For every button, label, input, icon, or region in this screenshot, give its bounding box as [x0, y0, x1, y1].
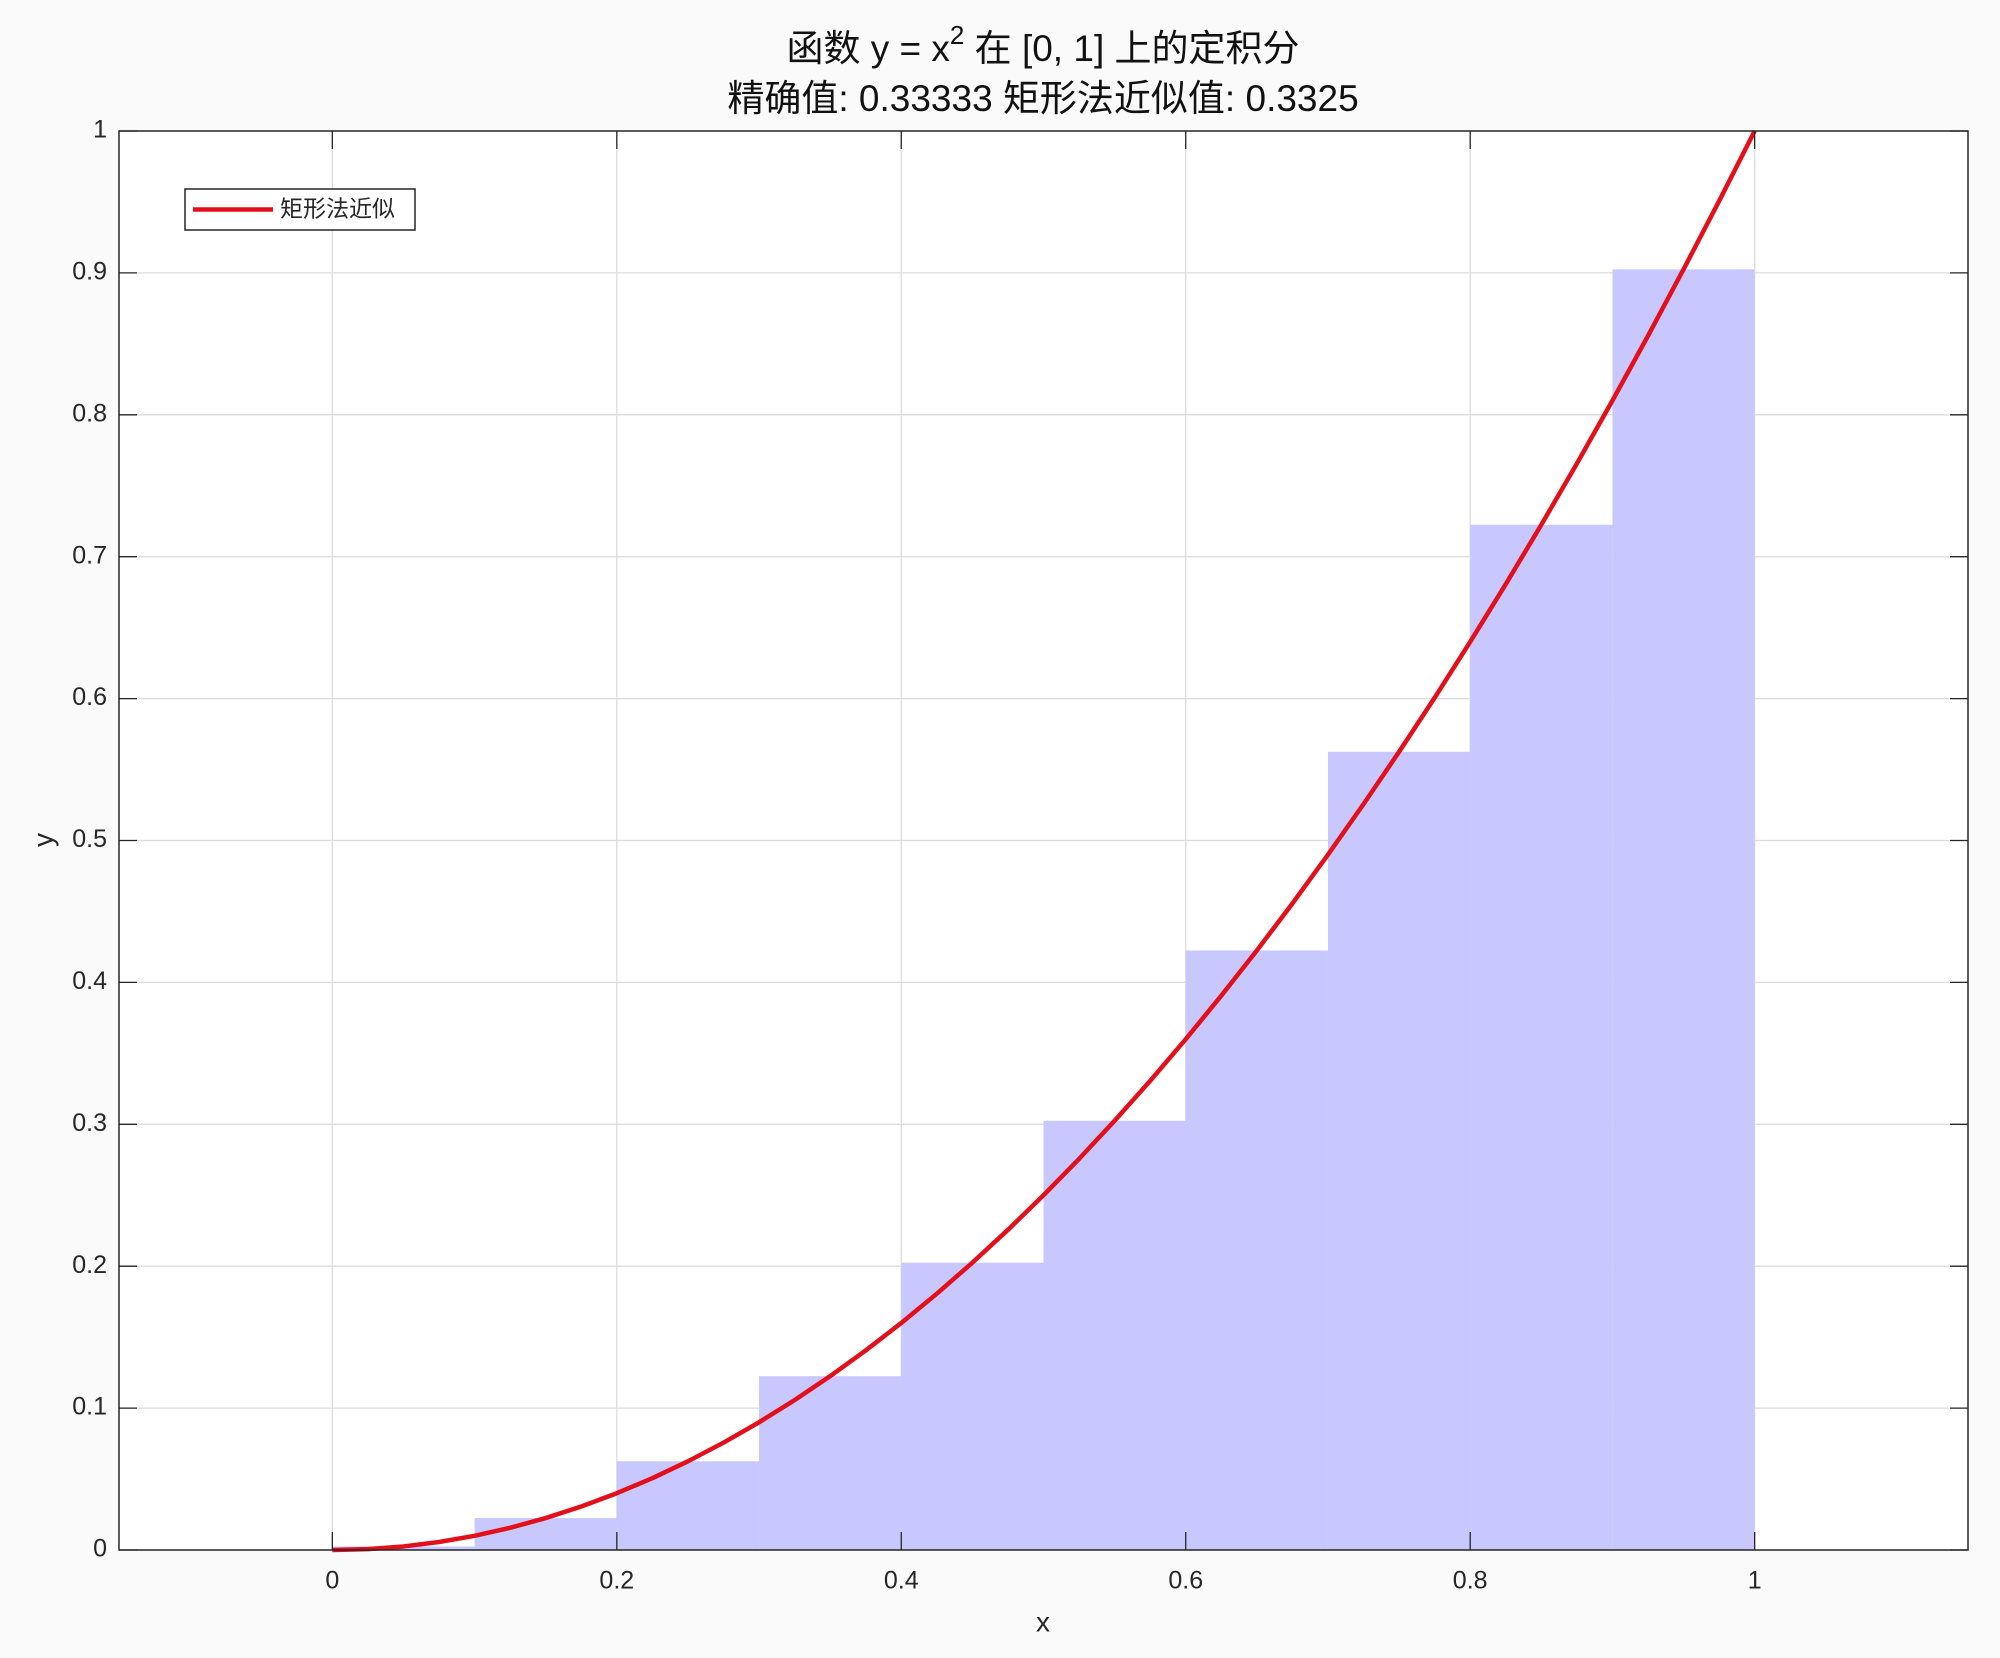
y-tick-label: 0.8	[72, 399, 107, 427]
title-superscript: 2	[950, 20, 964, 50]
y-tick-label: 0.1	[72, 1393, 107, 1421]
y-axis-label: y	[27, 833, 58, 847]
x-axis-label: x	[1036, 1606, 1050, 1637]
y-tick-label: 0.4	[72, 967, 107, 995]
rectangle-bar	[1612, 269, 1755, 1550]
rectangle-bar	[1043, 1120, 1186, 1550]
x-tick-label: 0.8	[1453, 1567, 1488, 1595]
rectangle-bar	[1470, 524, 1613, 1551]
x-tick-label: 0.2	[599, 1567, 634, 1595]
rectangle-bar	[759, 1376, 902, 1550]
y-tick-label: 0	[93, 1535, 107, 1563]
title-part: 在 [0, 1] 上的定积分	[964, 28, 1299, 69]
title-part: 函数 y = x	[786, 28, 950, 69]
rectangle-bar	[1327, 751, 1471, 1550]
y-tick-label: 0.3	[72, 1109, 107, 1137]
lines	[332, 129, 1757, 1553]
chart-subtitle: 精确值: 0.33333 矩形法近似值: 0.3325	[727, 78, 1358, 119]
bars	[332, 269, 1755, 1551]
rectangle-bar	[474, 1518, 617, 1550]
y-tick-label: 0.9	[72, 258, 107, 286]
y-tick-label: 1	[93, 116, 107, 144]
curve-line	[332, 129, 1757, 1553]
rectangle-bar	[901, 1262, 1044, 1550]
y-tick-label: 0.2	[72, 1251, 107, 1279]
rectangle-bar	[616, 1461, 760, 1550]
chart-title: 函数 y = x2 在 [0, 1] 上的定积分	[786, 20, 1299, 69]
legend: 矩形法近似	[184, 188, 416, 231]
y-tick-label: 0.5	[72, 825, 107, 853]
ticks: 0 0.2 0.4 0.6 0.8 1 0 0.1 0.2 0.3 0.4 0.5 0.6 0.7 0.8 0…	[72, 116, 1968, 1595]
legend-label: 矩形法近似	[280, 196, 395, 222]
x-tick-label: 0	[325, 1567, 339, 1595]
x-tick-label: 0.4	[884, 1567, 919, 1595]
x-tick-label: 1	[1748, 1567, 1762, 1595]
y-tick-label: 0.7	[72, 541, 107, 569]
x-tick-label: 0.6	[1168, 1567, 1203, 1595]
rectangle-bar	[1185, 950, 1328, 1550]
y-tick-label: 0.6	[72, 683, 107, 711]
